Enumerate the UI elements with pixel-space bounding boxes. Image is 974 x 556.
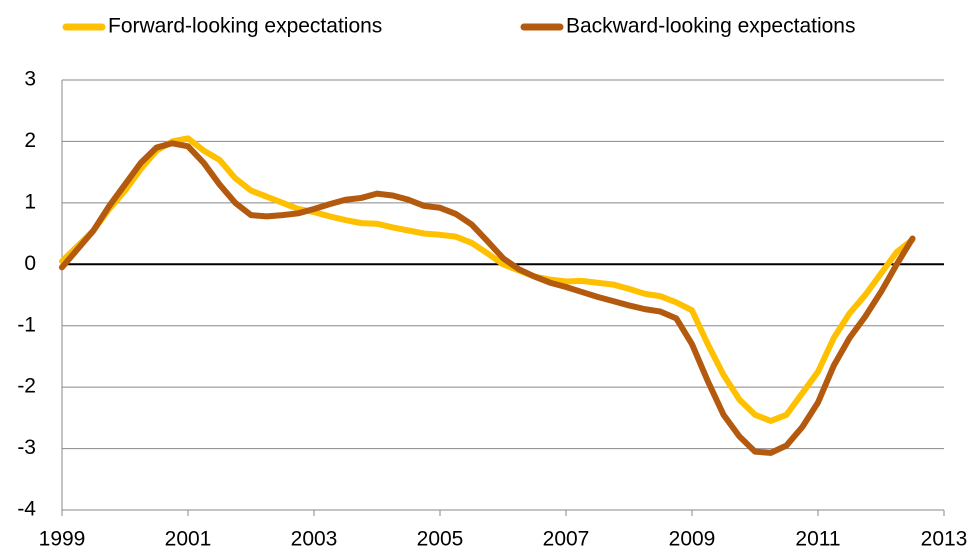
y-tick-label: -3 [17, 436, 36, 459]
x-tick-label: 1999 [39, 528, 86, 551]
x-tick-label: 2013 [921, 528, 968, 551]
y-tick-label: -4 [17, 498, 36, 521]
x-tick-label: 2003 [291, 528, 338, 551]
y-tick-label: 0 [24, 252, 36, 275]
y-tick-label: -1 [17, 313, 36, 336]
y-tick-label: -2 [17, 375, 36, 398]
x-tick-label: 2005 [417, 528, 464, 551]
series-line [59, 140, 916, 456]
series-line [59, 135, 916, 424]
x-tick-label: 2001 [165, 528, 212, 551]
legend-label: Forward-looking expectations [108, 15, 382, 38]
legend-label: Backward-looking expectations [566, 15, 856, 38]
y-tick-label: 1 [24, 190, 36, 213]
x-tick-label: 2009 [669, 528, 716, 551]
y-tick-label: 2 [24, 129, 36, 152]
x-tick-label: 2007 [543, 528, 590, 551]
x-tick-label: 2011 [795, 528, 840, 551]
y-tick-label: 3 [24, 68, 36, 91]
